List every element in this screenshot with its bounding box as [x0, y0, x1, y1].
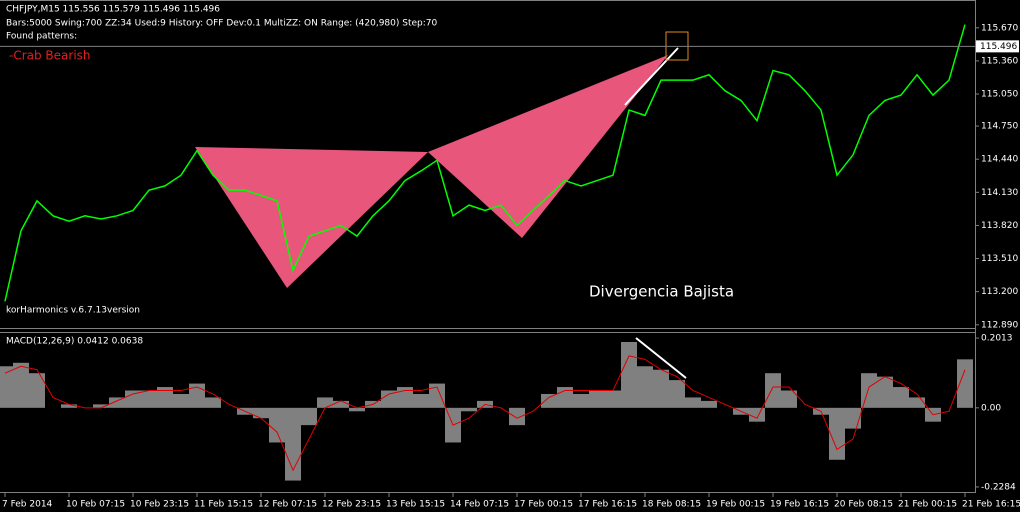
histogram-bar: [381, 390, 397, 408]
settings-line: Bars:5000 Swing:700 ZZ:34 Used:9 History…: [6, 19, 437, 29]
y-tick-label: 115.670: [981, 23, 1018, 33]
macd-title: MACD(12,26,9) 0.0412 0.0638: [6, 337, 143, 347]
histogram-bar: [765, 373, 781, 408]
signal-line: [4, 355, 966, 472]
x-tick-label: 13 Feb 15:15: [386, 500, 445, 510]
x-tick-label: 7 Feb 2014: [2, 500, 53, 510]
x-tick-label: 12 Feb 07:15: [258, 500, 317, 510]
histogram-bar: [685, 397, 701, 408]
histogram-bar: [893, 387, 909, 408]
histogram-bar: [637, 366, 653, 408]
x-tick-label: 14 Feb 07:15: [450, 500, 509, 510]
histogram-bar: [589, 390, 605, 408]
histogram-bar: [333, 400, 349, 408]
x-tick-label: 17 Feb 00:15: [514, 500, 573, 510]
histogram-bar: [397, 387, 413, 408]
x-tick-label: 21 Feb 00:15: [898, 500, 957, 510]
histogram-bar: [877, 376, 893, 408]
histogram-bar: [653, 369, 669, 408]
y-tick-label: 115.050: [981, 90, 1018, 100]
x-tick-label: 19 Feb 00:15: [706, 500, 765, 510]
last-price-label: 115.496: [980, 42, 1017, 52]
histogram-bar: [829, 407, 845, 460]
histogram-bar: [605, 390, 621, 408]
histogram-bar: [349, 407, 365, 412]
x-tick-label: 21 Feb 16:15: [962, 500, 1020, 510]
y-tick-label: 113.510: [981, 254, 1018, 264]
y-tick-label: -0.2284: [981, 482, 1016, 492]
histogram-bar: [621, 342, 637, 408]
histogram-bar: [861, 373, 877, 408]
histogram-bar: [141, 390, 157, 408]
histogram-bar: [173, 393, 189, 408]
divergence-line: [624, 47, 679, 106]
x-tick-label: 17 Feb 16:15: [578, 500, 637, 510]
y-tick-label: 113.200: [981, 287, 1018, 297]
histogram-bar: [413, 393, 429, 408]
histogram-bar: [701, 400, 717, 408]
y-tick-label: 114.130: [981, 188, 1018, 198]
histogram-bar: [541, 393, 557, 408]
histogram-bar: [125, 390, 141, 408]
divergence-line: [635, 337, 687, 379]
y-tick-label: 114.750: [981, 122, 1018, 132]
histogram-bar: [253, 407, 269, 419]
pattern-triangle: [195, 147, 428, 288]
histogram-bar: [189, 383, 205, 408]
histogram-bar: [909, 397, 925, 408]
found-label: Found patterns:: [6, 32, 77, 42]
histogram-bar: [317, 397, 333, 408]
indicator-name: korHarmonics v.6.7.13version: [6, 306, 140, 316]
x-tick-label: 12 Feb 23:15: [322, 500, 381, 510]
pattern-triangle: [428, 55, 668, 238]
histogram-bar: [749, 407, 765, 422]
histogram-bar: [157, 387, 173, 408]
histogram-bar: [669, 380, 685, 408]
x-tick-label: 11 Feb 15:15: [194, 500, 253, 510]
x-tick-label: 18 Feb 08:15: [642, 500, 701, 510]
histogram-bar: [269, 407, 285, 443]
histogram-bar: [429, 383, 445, 408]
histogram-bar: [957, 359, 973, 408]
histogram-bar: [0, 366, 13, 408]
histogram-bar: [29, 373, 45, 408]
symbol-line: CHFJPY,M15 115.556 115.579 115.496 115.4…: [6, 5, 220, 15]
histogram-bar: [205, 397, 221, 408]
annotation: Divergencia Bajista: [589, 283, 734, 301]
histogram-bar: [13, 362, 29, 408]
last-price-box: [976, 40, 1019, 53]
y-tick-label: 0.2013: [981, 334, 1013, 344]
histogram-bar: [61, 404, 77, 408]
pattern-name: -Crab Bearish: [9, 49, 91, 63]
price-line: [4, 24, 966, 302]
x-tick-label: 10 Feb 23:15: [130, 500, 189, 510]
y-tick-label: 113.820: [981, 221, 1018, 231]
histogram-bar: [301, 407, 317, 426]
histogram-bar: [845, 407, 861, 429]
histogram-bar: [781, 390, 797, 408]
y-tick-label: 114.440: [981, 155, 1018, 165]
y-tick-label: 112.890: [981, 320, 1018, 330]
x-tick-label: 10 Feb 07:15: [66, 500, 125, 510]
histogram-bar: [93, 404, 109, 408]
y-tick-label: 115.360: [981, 56, 1018, 66]
histogram-bar: [109, 397, 125, 408]
x-tick-label: 20 Feb 08:15: [834, 500, 893, 510]
histogram-bar: [573, 393, 589, 408]
histogram-bar: [509, 407, 525, 426]
histogram-bar: [461, 407, 477, 412]
x-tick-label: 19 Feb 16:15: [770, 500, 829, 510]
y-tick-label: 0.00: [981, 403, 1001, 413]
